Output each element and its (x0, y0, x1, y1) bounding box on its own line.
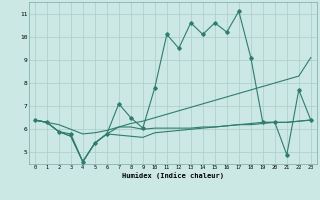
X-axis label: Humidex (Indice chaleur): Humidex (Indice chaleur) (122, 172, 224, 179)
